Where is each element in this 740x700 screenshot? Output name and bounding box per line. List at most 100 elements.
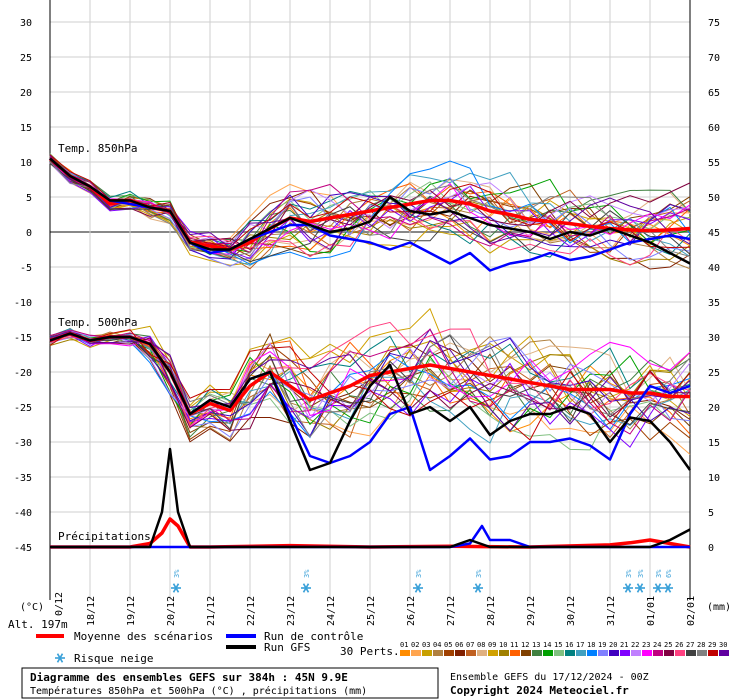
pert-swatch <box>477 650 487 656</box>
y-left-tick-label: -15 <box>14 333 32 344</box>
section-label-precip: Précipitations <box>58 530 151 543</box>
pert-swatch <box>455 650 465 656</box>
y-left-tick-label: 10 <box>20 158 32 169</box>
y-left-tick-label: -30 <box>14 438 32 449</box>
y-right-tick-label: 60 <box>708 123 720 134</box>
y-left-tick-label: -25 <box>14 403 32 414</box>
pert-swatch <box>631 650 641 656</box>
y-left-tick-label: 0 <box>26 228 32 239</box>
series-line-precip-8 <box>50 447 691 549</box>
snowflake-icon <box>171 583 181 593</box>
x-tick-label: 18/12 <box>86 596 97 626</box>
pert-number: 06 <box>455 641 463 649</box>
run-info: Ensemble GEFS du 17/12/2024 - 00Z <box>450 672 649 683</box>
y-left-tick-label: -20 <box>14 368 32 379</box>
pert-number: 10 <box>499 641 507 649</box>
x-tick-label: 24/12 <box>326 596 337 626</box>
pert-number: 27 <box>686 641 694 649</box>
right-axis-unit: (mm) <box>707 602 731 613</box>
pert-swatch <box>499 650 509 656</box>
pert-swatch <box>565 650 575 656</box>
pert-swatch <box>620 650 630 656</box>
pert-number: 13 <box>532 641 540 649</box>
pert-swatch <box>554 650 564 656</box>
axes <box>49 0 691 600</box>
axis-labels: 302520151050-5-10-15-20-25-30-35-40-4575… <box>14 18 720 626</box>
x-tick-label: 02/01 <box>686 596 697 626</box>
snowflake-icon <box>301 583 311 593</box>
pert-swatch <box>719 650 729 656</box>
legend-perts-label: 30 Perts. <box>340 645 400 658</box>
y-right-tick-label: 15 <box>708 438 720 449</box>
y-right-tick-label: 25 <box>708 368 720 379</box>
y-left-tick-label: 5 <box>26 193 32 204</box>
y-left-tick-label: -45 <box>14 543 32 554</box>
pert-swatch <box>411 650 421 656</box>
pert-number: 19 <box>598 641 606 649</box>
pert-swatch <box>532 650 542 656</box>
x-tick-label: 30/12 <box>566 596 577 626</box>
pert-swatch <box>444 650 454 656</box>
snow-percent-label: 3% <box>655 569 663 578</box>
pert-number: 23 <box>642 641 650 649</box>
pert-swatch <box>664 650 674 656</box>
pert-number: 07 <box>466 641 474 649</box>
perturbation-line <box>49 331 691 451</box>
pert-swatch <box>576 650 586 656</box>
pert-number: 11 <box>510 641 518 649</box>
legend-snow-label: Risque neige <box>74 652 153 665</box>
series-line-t850-2 <box>49 157 691 265</box>
snow-percent-label: 3% <box>415 569 423 578</box>
y-right-tick-label: 5 <box>708 508 714 519</box>
y-left-tick-label: -35 <box>14 473 32 484</box>
snow-markers: 3% 3% 3% 3% 3% 3% 3% 6% <box>171 569 673 593</box>
x-tick-label: 25/12 <box>366 596 377 626</box>
pert-number: 24 <box>653 641 661 649</box>
y-right-tick-label: 30 <box>708 333 720 344</box>
perturbation-line <box>49 153 691 257</box>
perturbation-line <box>49 161 691 258</box>
pert-swatch <box>653 650 663 656</box>
pert-number: 29 <box>708 641 716 649</box>
pert-swatch <box>433 650 443 656</box>
pert-number: 15 <box>554 641 562 649</box>
legend: Moyenne des scénarios Run de contrôle Ru… <box>36 630 729 665</box>
perturbation-lines <box>49 153 691 455</box>
pert-swatch <box>642 650 652 656</box>
y-left-tick-label: -40 <box>14 508 32 519</box>
pert-number: 12 <box>521 641 529 649</box>
snow-percent-label: 3% <box>475 569 483 578</box>
snow-percent-label: 3% <box>625 569 633 578</box>
pert-number: 28 <box>697 641 705 649</box>
x-tick-label: 29/12 <box>526 596 537 626</box>
pert-number: 25 <box>664 641 672 649</box>
x-label-extra: 0/12 <box>54 592 65 616</box>
y-right-tick-label: 75 <box>708 18 720 29</box>
legend-mean-label: Moyenne des scénarios <box>74 630 213 643</box>
footer-box <box>21 667 439 699</box>
y-right-tick-label: 10 <box>708 473 720 484</box>
pert-number: 17 <box>576 641 584 649</box>
pert-swatch <box>609 650 619 656</box>
snowflake-icon <box>653 583 663 593</box>
pert-number: 08 <box>477 641 485 649</box>
x-tick-label: 31/12 <box>606 596 617 626</box>
pert-swatch <box>510 650 520 656</box>
pert-swatch <box>488 650 498 656</box>
perturbation-line <box>49 156 691 270</box>
legend-control-label: Run de contrôle <box>264 630 363 643</box>
x-tick-label: 21/12 <box>206 596 217 626</box>
y-left-tick-label: 30 <box>20 18 32 29</box>
y-right-tick-label: 45 <box>708 228 720 239</box>
footer-title: Diagramme des ensembles GEFS sur 384h : … <box>30 671 348 684</box>
perturbation-line <box>49 330 691 432</box>
section-label-t850: Temp. 850hPa <box>58 142 137 155</box>
left-axis-unit: (°C) <box>20 602 44 613</box>
snow-percent-label: 3% <box>637 569 645 578</box>
series-line-t500-5 <box>49 332 692 472</box>
pert-swatch <box>697 650 707 656</box>
y-left-tick-label: -10 <box>14 298 32 309</box>
y-right-tick-label: 0 <box>708 543 714 554</box>
pert-number: 05 <box>444 641 452 649</box>
